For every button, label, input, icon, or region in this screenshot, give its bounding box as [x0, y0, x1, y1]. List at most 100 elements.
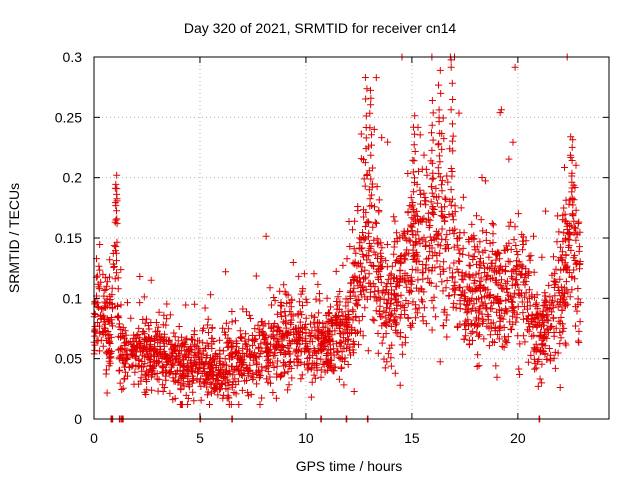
data-point — [259, 322, 267, 330]
data-point — [487, 324, 495, 332]
data-point — [566, 293, 574, 301]
data-point — [367, 101, 375, 109]
data-point — [473, 260, 480, 268]
data-point — [359, 233, 367, 241]
data-point — [330, 345, 338, 353]
data-point — [382, 330, 390, 337]
data-point — [264, 352, 272, 360]
data-point — [361, 159, 369, 167]
data-point — [225, 325, 233, 333]
data-point — [326, 363, 334, 371]
data-point — [465, 251, 473, 259]
data-point — [390, 213, 398, 221]
data-point — [211, 386, 219, 394]
data-point — [124, 372, 131, 380]
data-point — [407, 287, 415, 295]
data-point — [446, 264, 454, 272]
data-point — [349, 308, 357, 316]
y-axis-label: SRMTID / TECUs — [6, 183, 22, 293]
data-point — [271, 297, 279, 305]
data-point — [438, 187, 446, 195]
data-point — [368, 262, 376, 269]
data-point — [436, 66, 444, 74]
data-point — [444, 178, 452, 186]
data-point — [449, 269, 456, 277]
data-point — [124, 339, 132, 347]
data-point — [514, 332, 522, 340]
data-point — [443, 311, 451, 319]
data-point — [336, 342, 344, 350]
data-point — [407, 194, 415, 202]
data-point — [373, 219, 380, 227]
data-point — [219, 324, 227, 332]
data-point — [135, 362, 143, 370]
x-tick-label: 15 — [404, 430, 420, 446]
data-point — [140, 363, 148, 371]
data-point — [337, 330, 345, 338]
data-point — [184, 401, 192, 408]
data-point — [480, 335, 488, 343]
data-point — [469, 272, 477, 280]
data-point — [296, 298, 304, 306]
data-point — [215, 366, 223, 374]
data-point — [121, 368, 129, 376]
data-point — [153, 358, 161, 366]
data-point — [448, 79, 456, 87]
data-point — [365, 186, 373, 194]
data-point — [558, 306, 566, 314]
data-point — [430, 236, 438, 244]
data-point — [91, 346, 99, 354]
data-point — [557, 283, 565, 291]
data-point — [422, 264, 429, 272]
data-point — [415, 257, 423, 265]
data-point — [557, 314, 565, 321]
data-point — [410, 215, 418, 223]
data-point — [439, 287, 447, 295]
data-point — [550, 314, 558, 322]
data-point — [438, 181, 445, 189]
data-point — [315, 334, 323, 342]
data-point — [461, 321, 468, 329]
data-point — [107, 349, 114, 357]
data-point — [99, 304, 107, 312]
data-point — [387, 280, 395, 287]
data-point — [468, 294, 476, 302]
data-point — [518, 298, 526, 306]
data-point — [255, 328, 263, 336]
data-point — [116, 320, 123, 328]
data-point — [244, 372, 252, 380]
data-point — [454, 322, 462, 330]
data-point — [443, 241, 451, 248]
data-point — [474, 351, 482, 359]
data-point — [340, 381, 348, 389]
data-point — [352, 314, 360, 322]
data-point — [113, 238, 121, 246]
data-point — [282, 350, 290, 358]
data-point — [413, 309, 421, 317]
data-point — [194, 350, 202, 358]
data-point — [492, 276, 500, 284]
data-point — [422, 218, 430, 226]
data-point — [356, 234, 364, 242]
data-point — [411, 179, 418, 187]
data-point — [278, 302, 286, 310]
data-point — [538, 379, 546, 387]
x-tick-label: 5 — [196, 430, 204, 446]
data-point — [488, 264, 496, 272]
data-point — [359, 332, 367, 340]
data-point — [399, 350, 407, 358]
data-point — [182, 391, 190, 399]
data-point — [438, 278, 446, 286]
data-point — [344, 329, 351, 337]
data-point — [327, 303, 334, 311]
data-point — [222, 268, 230, 276]
data-point — [538, 253, 546, 261]
data-point — [163, 358, 171, 366]
data-point — [268, 301, 275, 309]
data-point — [230, 366, 238, 374]
data-point — [319, 360, 327, 368]
data-point — [190, 352, 198, 360]
data-point — [367, 86, 374, 94]
data-point — [440, 322, 448, 330]
data-point — [496, 281, 504, 289]
